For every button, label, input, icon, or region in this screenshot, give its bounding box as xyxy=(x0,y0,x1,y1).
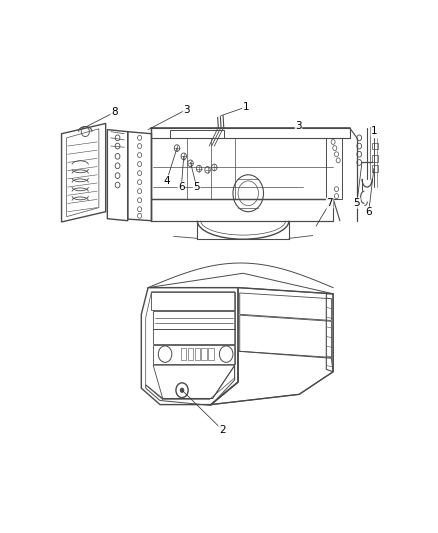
Text: 3: 3 xyxy=(183,104,190,115)
Text: 7: 7 xyxy=(326,198,333,208)
Circle shape xyxy=(180,388,184,392)
Text: 5: 5 xyxy=(353,198,360,208)
Text: 4: 4 xyxy=(163,175,170,185)
Text: 3: 3 xyxy=(295,122,302,131)
Text: 1: 1 xyxy=(243,102,249,112)
Text: 5: 5 xyxy=(193,182,200,192)
Text: 1: 1 xyxy=(371,126,378,136)
Text: 2: 2 xyxy=(219,425,226,435)
Text: 8: 8 xyxy=(111,107,117,117)
Text: 6: 6 xyxy=(365,207,372,217)
Text: 6: 6 xyxy=(178,182,185,192)
